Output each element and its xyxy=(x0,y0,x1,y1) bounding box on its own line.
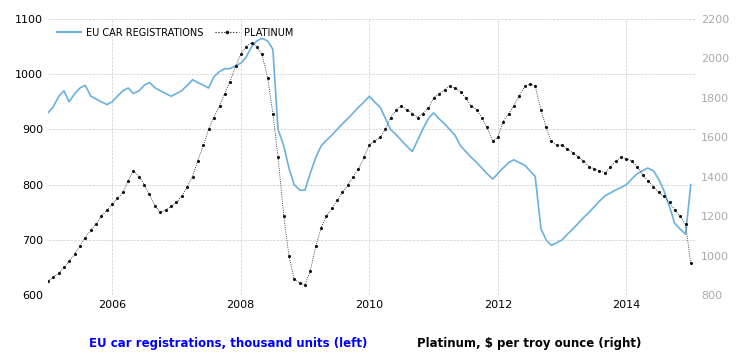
Legend: EU CAR REGISTRATIONS, PLATINUM: EU CAR REGISTRATIONS, PLATINUM xyxy=(53,24,298,42)
Text: Platinum, $ per troy ounce (right): Platinum, $ per troy ounce (right) xyxy=(417,337,641,350)
Text: EU car registrations, thousand units (left): EU car registrations, thousand units (le… xyxy=(89,337,368,350)
